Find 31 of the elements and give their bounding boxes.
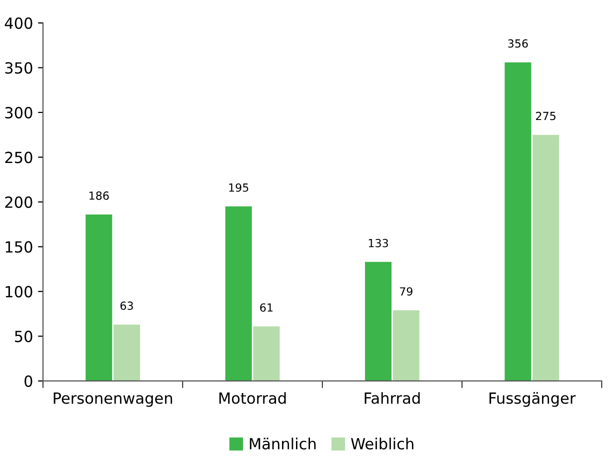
bar [364,262,392,381]
x-tick-label: Fussgänger [490,392,576,407]
data-label: 79 [400,287,412,296]
bar [113,324,140,381]
data-label: 186 [90,191,109,200]
x-tick-label: Personenwagen [54,392,172,407]
y-tick-label: 250 [5,152,32,164]
data-label: 195 [229,183,248,192]
data-label: 133 [368,238,388,248]
y-tick-label: 300 [5,106,32,118]
x-tick-label: Fahrrad [364,392,420,404]
bar [86,214,112,381]
bar [504,62,532,381]
y-tick-label: 0 [24,375,32,387]
data-label: 275 [536,112,556,120]
data-label: 61 [260,303,272,312]
y-tick-label: 150 [6,241,32,253]
x-tick-label: Motorrad [219,392,286,404]
y-tick-label: 100 [6,286,32,298]
bar [532,134,560,381]
bar [253,326,280,381]
y-tick-label: 50 [14,330,32,342]
data-label: 356 [508,39,528,48]
bar [225,206,252,381]
data-label: 63 [120,302,133,310]
y-tick-label: 400 [4,17,32,29]
bar [392,310,420,381]
legend-label: Weiblich [351,438,414,450]
legend-label: Männlich [250,438,316,450]
y-tick-label: 350 [5,62,32,74]
y-tick-label: 200 [5,196,32,208]
